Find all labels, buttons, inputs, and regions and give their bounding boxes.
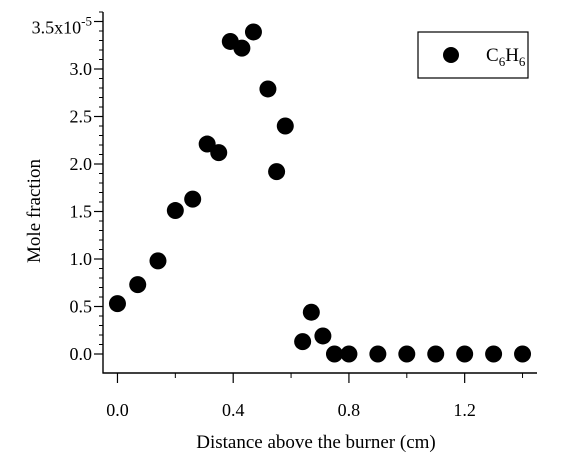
- data-point: [427, 345, 445, 363]
- x-axis-title: Distance above the burner (cm): [196, 432, 436, 453]
- data-point: [149, 252, 167, 270]
- y-tick-label: 1.5: [70, 202, 93, 222]
- data-point: [514, 345, 532, 363]
- data-marks-layer: [108, 23, 532, 363]
- y-tick-label: 2.5: [70, 107, 93, 127]
- legend-box: [417, 31, 529, 79]
- y-top-tick-mantissa: 3.5x10: [32, 18, 82, 38]
- data-point: [369, 345, 387, 363]
- data-point: [485, 345, 503, 363]
- y-tick-label: 3.0: [70, 59, 93, 79]
- axes-layer: 0.0 0.5 1.0 1.5 2.0 2.5 3.0 3.5x10-5 0.0 0.4 0.8 1.…: [32, 11, 537, 420]
- data-point: [244, 23, 262, 41]
- data-point: [398, 345, 416, 363]
- y-tick-label: 0.5: [70, 297, 93, 317]
- y-tick-label: 1.0: [70, 249, 93, 269]
- legend-label-sub1: 6: [499, 54, 506, 69]
- legend: C6H6: [417, 31, 529, 79]
- data-point: [314, 327, 332, 345]
- y-tick-label: 0.0: [70, 344, 93, 364]
- data-point: [276, 117, 294, 135]
- data-point: [325, 345, 343, 363]
- y-axis-title: Mole fraction: [24, 159, 45, 263]
- data-point: [233, 39, 251, 57]
- data-point: [108, 295, 126, 313]
- x-tick-label: 0.0: [106, 400, 129, 420]
- data-point: [302, 303, 320, 321]
- y-top-tick-exponent: -5: [81, 14, 92, 29]
- x-tick-label: 0.8: [338, 400, 361, 420]
- data-point: [210, 144, 228, 162]
- legend-label-base: C: [486, 45, 499, 66]
- x-tick-label: 1.2: [453, 400, 476, 420]
- data-point: [129, 276, 147, 294]
- legend-marker: [443, 47, 459, 63]
- data-point: [340, 345, 358, 363]
- y-tick-label: 2.0: [70, 154, 93, 174]
- data-point: [294, 333, 312, 351]
- data-point: [268, 163, 286, 181]
- data-point: [259, 80, 277, 98]
- x-tick-label: 0.4: [222, 400, 245, 420]
- data-point: [184, 190, 202, 208]
- data-point: [456, 345, 474, 363]
- data-point: [166, 202, 184, 220]
- legend-label: C6H6: [486, 45, 526, 69]
- legend-label-mid: H: [505, 45, 519, 66]
- legend-label-sub2: 6: [519, 54, 526, 69]
- y-top-tick-label: 3.5x10-5: [32, 14, 92, 38]
